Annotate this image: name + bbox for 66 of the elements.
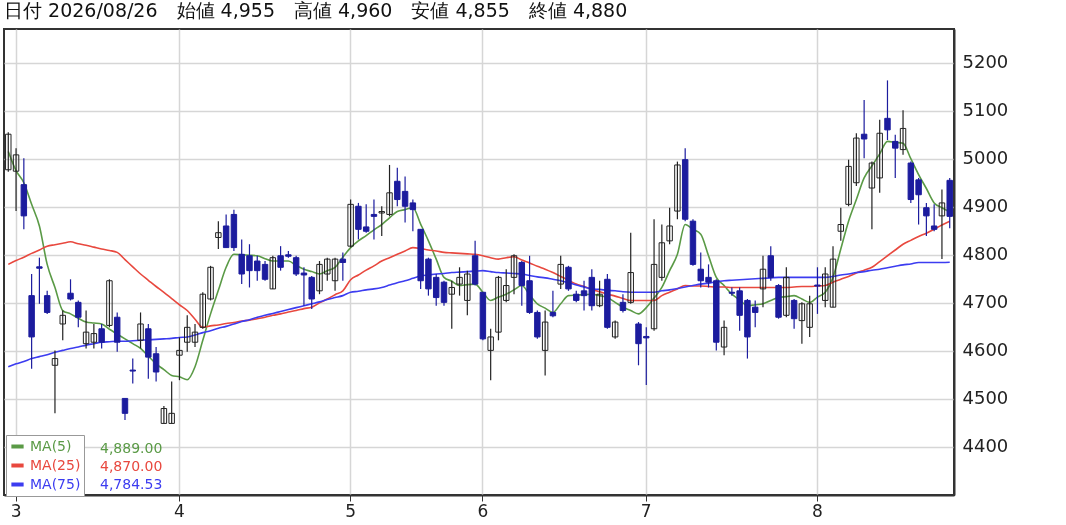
candlestick	[596, 280, 603, 308]
candlestick	[611, 320, 619, 340]
x-tick-label: 8	[812, 500, 823, 521]
y-tick-label: 5100	[962, 99, 1009, 121]
candlestick	[339, 251, 347, 282]
x-tick-label: 4	[174, 500, 185, 521]
candlestick	[666, 207, 673, 245]
candlestick	[59, 309, 66, 341]
chart-title: 日付 2026/08/26 始値 4,955 高値 4,960 安値 4,855 終値 4,880	[4, 0, 628, 21]
candlestick	[448, 280, 455, 330]
candlestick	[938, 188, 946, 260]
x-tick-label: 7	[640, 500, 652, 521]
candlestick	[106, 278, 113, 328]
y-tick-label: 4900	[962, 195, 1009, 217]
candlestick	[759, 255, 767, 308]
candlestick	[767, 245, 774, 282]
candlestick	[923, 202, 930, 237]
y-tick-label: 5200	[962, 51, 1009, 73]
candlestick	[510, 253, 518, 295]
x-tick-label: 5	[345, 500, 357, 521]
candlestick	[814, 266, 821, 315]
candlestick	[899, 109, 907, 156]
candlestick	[370, 198, 378, 241]
candlestick	[347, 198, 354, 249]
x-tick-label: 3	[10, 500, 22, 521]
legend-label: MA(5)	[30, 437, 72, 454]
candlestick	[98, 323, 105, 350]
candlestick	[674, 160, 681, 220]
candlestick	[75, 299, 82, 328]
candlestick	[176, 336, 183, 381]
y-tick-label: 4600	[962, 339, 1009, 361]
annotation: 4,784.53	[100, 476, 163, 492]
annotation: 4,889.00	[100, 440, 163, 456]
candlestick	[129, 357, 136, 385]
legend-label: MA(25)	[30, 456, 81, 473]
candlestick	[269, 255, 277, 290]
y-tick-label: 4800	[962, 243, 1009, 265]
candlestick	[627, 232, 634, 305]
candlestick	[884, 79, 891, 141]
candlestick	[930, 203, 938, 232]
line-series	[7, 220, 951, 329]
y-tick-label: 5000	[962, 147, 1009, 169]
candlestick	[860, 99, 868, 159]
candlestick	[43, 290, 51, 315]
candlestick	[51, 349, 59, 414]
candlestick	[36, 257, 43, 305]
candlestick	[215, 220, 222, 250]
candlestick	[137, 311, 144, 350]
candlestick	[557, 255, 564, 290]
y-tick-label: 4700	[962, 291, 1009, 313]
candlestick	[790, 298, 798, 330]
candlestick	[121, 397, 129, 421]
candlestick	[565, 265, 572, 292]
candlestick	[783, 266, 790, 318]
candlestick	[892, 134, 899, 179]
y-tick-label: 4400	[962, 435, 1009, 457]
annotation: 4,870.00	[100, 458, 163, 474]
y-tick-label: 4500	[962, 387, 1009, 409]
candlestick	[541, 309, 549, 376]
x-tick-label: 6	[477, 500, 489, 521]
candlestick	[720, 320, 728, 356]
candlestick	[487, 328, 494, 381]
candlestick	[837, 207, 845, 242]
candlestick	[308, 275, 315, 310]
candlestick	[619, 293, 627, 314]
legend-label: MA(75)	[30, 475, 81, 492]
